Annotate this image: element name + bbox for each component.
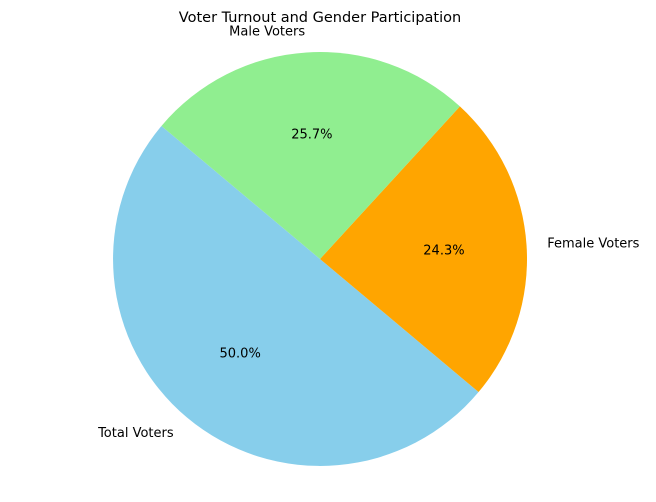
pie-slice-female-voters <box>320 106 528 393</box>
pie-slice-total-voters <box>113 125 479 466</box>
pie-category-label: Male Voters <box>229 24 305 39</box>
pie-slice-male-voters <box>161 51 460 259</box>
pie-category-label: Total Voters <box>97 426 174 441</box>
pie-slices <box>113 51 528 466</box>
pie-category-label: Female Voters <box>547 237 639 252</box>
chart-title: Voter Turnout and Gender Participation <box>179 10 461 26</box>
pie-labels: 50.0% Total Voters 24.3% Female Voters 25.7%… <box>97 24 640 441</box>
pie-percent-label: 50.0% <box>220 347 261 362</box>
pie-percent-label: 24.3% <box>423 243 464 258</box>
pie-percent-label: 25.7% <box>291 128 332 143</box>
